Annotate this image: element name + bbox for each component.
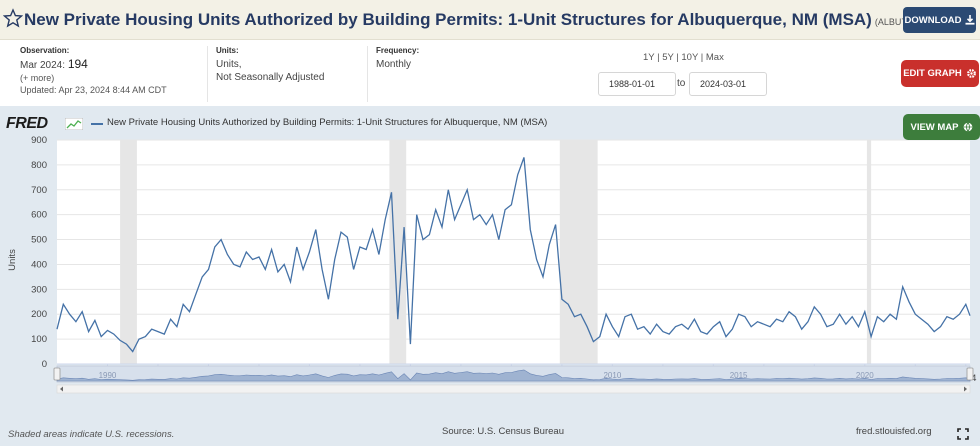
recession-band [120, 140, 137, 364]
legend-swatch [91, 123, 103, 125]
navigator-tick-label: 2015 [730, 371, 748, 380]
download-button[interactable]: DOWNLOAD [903, 7, 976, 33]
y-axis-title: Units [7, 249, 18, 271]
fred-logo-chart-icon [65, 118, 83, 130]
end-date-input[interactable]: 2024-03-01 [689, 72, 767, 96]
y-tick-label: 800 [31, 160, 47, 171]
y-tick-label: 200 [31, 309, 47, 320]
globe-icon [963, 122, 972, 132]
y-tick-label: 400 [31, 259, 47, 270]
recession-band [866, 140, 872, 364]
observation-value: 194 [67, 57, 88, 71]
star-icon[interactable] [3, 8, 23, 28]
observation-block: Observation: Mar 2024: 194 (+ more) Upda… [0, 46, 208, 102]
more-observations-link[interactable]: (+ more) [20, 73, 55, 83]
gear-icon [966, 69, 976, 78]
download-icon [965, 15, 974, 25]
navigator-tick-label: 1990 [99, 371, 117, 380]
edit-graph-label: EDIT GRAPH [903, 68, 962, 79]
metadata-panel: Observation: Mar 2024: 194 (+ more) Upda… [0, 40, 980, 106]
fullscreen-icon[interactable] [957, 428, 969, 440]
recession-footnote: Shaded areas indicate U.S. recessions. [8, 429, 175, 440]
download-label: DOWNLOAD [904, 14, 962, 26]
navigator-tick-label: 2020 [856, 371, 874, 380]
y-tick-label: 600 [31, 210, 47, 221]
units-line-2: Not Seasonally Adjusted [216, 72, 325, 83]
navigator-scrollbar[interactable] [56, 384, 971, 394]
observation-latest: Mar 2024: 194 [20, 58, 207, 72]
page-title: New Private Housing Units Authorized by … [24, 10, 948, 30]
y-tick-label: 300 [31, 284, 47, 295]
title-bar: New Private Housing Units Authorized by … [0, 0, 980, 40]
start-date-input[interactable]: 1988-01-01 [598, 72, 676, 96]
series-title: New Private Housing Units Authorized by … [24, 10, 872, 29]
navigator-handle-right[interactable] [966, 367, 974, 381]
frequency-label: Frequency: [376, 46, 420, 55]
scroll-left-icon[interactable] [60, 386, 63, 392]
site-link[interactable]: fred.stlouisfed.org [856, 426, 932, 437]
chart: 0100200300400500600700800900Units1990199… [7, 135, 976, 394]
y-tick-label: 0 [42, 359, 47, 370]
y-tick-label: 100 [31, 334, 47, 345]
view-map-button[interactable]: VIEW MAP [903, 114, 980, 140]
scroll-right-icon[interactable] [964, 386, 967, 392]
recession-band [559, 140, 598, 364]
observation-date: Mar 2024: [20, 60, 66, 71]
units-line-1: Units, [216, 59, 242, 70]
units-label: Units: [216, 46, 239, 55]
source-text: Source: U.S. Census Bureau [442, 426, 564, 437]
y-tick-label: 900 [31, 135, 47, 146]
navigator-handle-left[interactable] [53, 367, 61, 381]
navigator-tick-label: 2010 [603, 371, 621, 380]
legend-label: New Private Housing Units Authorized by … [107, 117, 548, 128]
y-tick-label: 700 [31, 185, 47, 196]
fred-logo: FRED [6, 115, 48, 132]
plot-background [57, 140, 970, 364]
observation-label: Observation: [20, 46, 70, 55]
navigator-series [56, 369, 971, 382]
frequency-value: Monthly [376, 59, 412, 70]
y-tick-label: 500 [31, 235, 47, 246]
frequency-block: Frequency: Monthly [368, 46, 488, 102]
recession-band [389, 140, 407, 364]
date-to-label: to [677, 78, 686, 89]
view-map-label: VIEW MAP [910, 121, 959, 133]
units-block: Units: Units, Not Seasonally Adjusted [208, 46, 368, 102]
range-links[interactable]: 1Y | 5Y | 10Y | Max [643, 52, 724, 63]
updated-text: Updated: Apr 23, 2024 8:44 AM CDT [20, 85, 167, 95]
chart-panel: 0100200300400500600700800900Units1990199… [0, 106, 980, 446]
edit-graph-button[interactable]: EDIT GRAPH [901, 60, 979, 87]
series-line [56, 157, 971, 353]
